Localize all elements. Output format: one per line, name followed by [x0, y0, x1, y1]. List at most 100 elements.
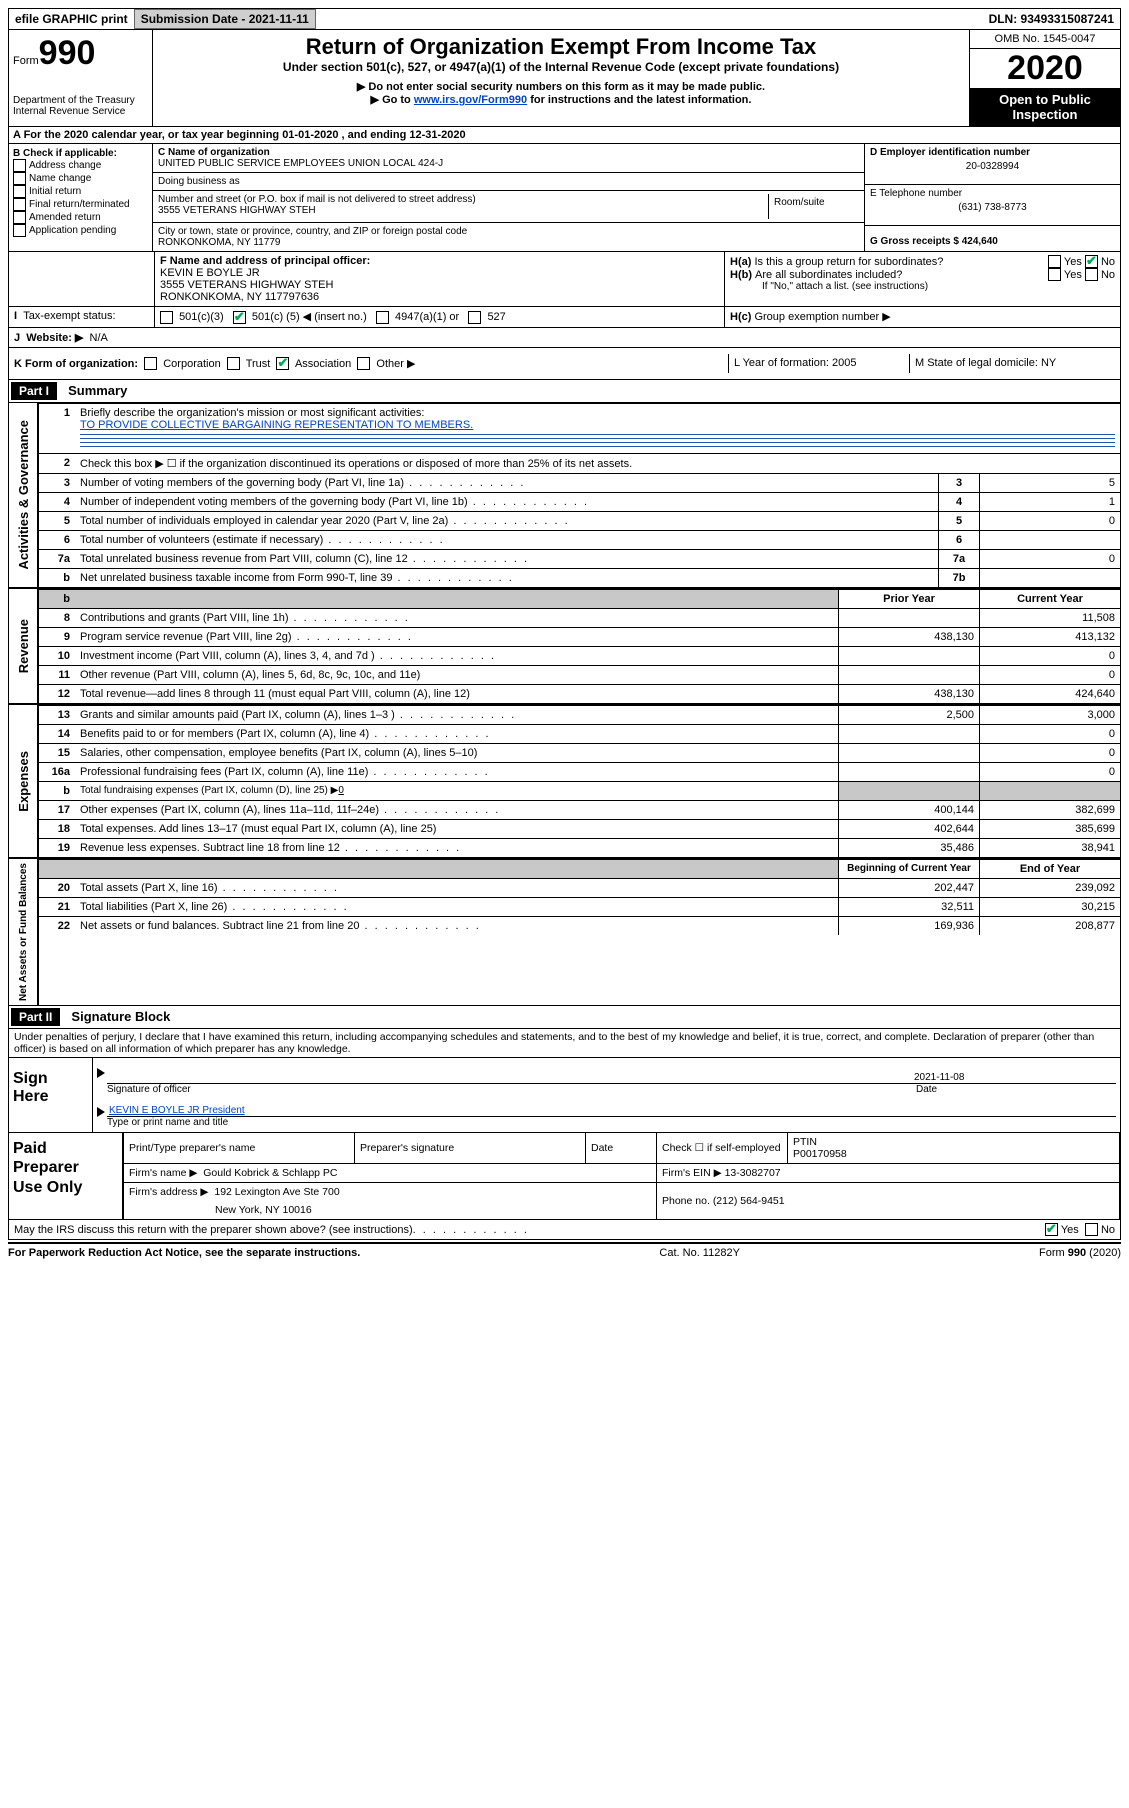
- d-label: D Employer identification number: [870, 147, 1030, 158]
- part1-badge: Part I: [11, 382, 57, 400]
- hdr-prior: Prior Year: [839, 590, 980, 609]
- part2-badge: Part II: [11, 1008, 60, 1026]
- paid-label: PaidPreparerUse Only: [9, 1133, 123, 1219]
- l7b-val: [980, 569, 1121, 588]
- date-label: Date: [916, 1084, 1116, 1095]
- b-opt-address: Address change: [13, 159, 148, 172]
- l9-desc: Program service revenue (Part VIII, line…: [75, 628, 839, 647]
- m-cell: M State of legal domicile: NY: [910, 354, 1120, 374]
- b-opt-amended: Amended return: [13, 211, 148, 224]
- chk-4947[interactable]: [376, 311, 389, 324]
- l14-desc: Benefits paid to or for members (Part IX…: [75, 725, 839, 744]
- l5-val: 0: [980, 512, 1121, 531]
- l11-desc: Other revenue (Part VIII, column (A), li…: [75, 666, 839, 685]
- l2-cell: Check this box ▶ ☐ if the organization d…: [75, 454, 1120, 474]
- chk-501c[interactable]: [233, 311, 246, 324]
- j-cell: J Website: ▶ N/A: [9, 328, 1120, 347]
- l12-desc: Total revenue—add lines 8 through 11 (mu…: [75, 685, 839, 704]
- officer-addr1: 3555 VETERANS HIGHWAY STEH: [160, 279, 333, 291]
- l9-prior: 438,130: [839, 628, 980, 647]
- e-label: E Telephone number: [870, 188, 962, 199]
- b-title: B Check if applicable:: [13, 148, 148, 159]
- l3-val: 5: [980, 474, 1121, 493]
- l8-curr: 11,508: [980, 609, 1121, 628]
- chk-ha-no[interactable]: [1085, 255, 1098, 268]
- part2-header-row: Part II Signature Block: [8, 1006, 1121, 1029]
- footer-right: Form 990 (2020): [1039, 1247, 1121, 1259]
- chk-address[interactable]: [13, 159, 26, 172]
- section-expenses: Expenses 13Grants and similar amounts pa…: [8, 705, 1121, 859]
- governance-table: 1 Briefly describe the organization's mi…: [39, 403, 1120, 587]
- arrow-icon: [97, 1068, 105, 1078]
- l7a-val: 0: [980, 550, 1121, 569]
- public-line2: Inspection: [1012, 107, 1077, 122]
- submission-date: Submission Date - 2021-11-11: [134, 9, 316, 29]
- l17-prior: 400,144: [839, 801, 980, 820]
- ptin-cell: PTINP00170958: [788, 1133, 1120, 1164]
- f-label: F Name and address of principal officer:: [160, 255, 370, 267]
- chk-hb-yes[interactable]: [1048, 268, 1061, 281]
- l6-val: [980, 531, 1121, 550]
- section-revenue: Revenue bPrior YearCurrent Year 8Contrib…: [8, 589, 1121, 705]
- chk-discuss-no[interactable]: [1085, 1223, 1098, 1236]
- l15-desc: Salaries, other compensation, employee b…: [75, 744, 839, 763]
- sign-date: 2021-11-08: [912, 1062, 1116, 1084]
- l3-desc: Number of voting members of the governin…: [75, 474, 939, 493]
- mission-link[interactable]: TO PROVIDE COLLECTIVE BARGAINING REPRESE…: [80, 419, 473, 431]
- discuss-text: May the IRS discuss this return with the…: [14, 1224, 413, 1236]
- firm-addr-cell: Firm's address ▶ 192 Lexington Ave Ste 7…: [124, 1183, 657, 1220]
- l21-beg: 32,511: [839, 898, 980, 917]
- l19-prior: 35,486: [839, 839, 980, 858]
- chk-amended[interactable]: [13, 211, 26, 224]
- l11-curr: 0: [980, 666, 1121, 685]
- note-ssn: ▶ Do not enter social security numbers o…: [157, 80, 965, 93]
- e-cell: E Telephone number (631) 738-8773: [865, 185, 1120, 226]
- l13-prior: 2,500: [839, 706, 980, 725]
- l16a-curr: 0: [980, 763, 1121, 782]
- revenue-table: bPrior YearCurrent Year 8Contributions a…: [39, 589, 1120, 703]
- chk-assoc[interactable]: [276, 357, 289, 370]
- officer-name-link[interactable]: KEVIN E BOYLE JR President: [109, 1105, 245, 1116]
- l8-desc: Contributions and grants (Part VIII, lin…: [75, 609, 839, 628]
- line-a: A For the 2020 calendar year, or tax yea…: [8, 127, 1121, 144]
- form-word: Form: [13, 55, 39, 67]
- col-deg: D Employer identification number 20-0328…: [865, 144, 1120, 251]
- footer-mid: Cat. No. 11282Y: [659, 1247, 740, 1259]
- l20-beg: 202,447: [839, 879, 980, 898]
- section-net: Net Assets or Fund Balances Beginning of…: [8, 859, 1121, 1006]
- chk-initial[interactable]: [13, 185, 26, 198]
- chk-527[interactable]: [468, 311, 481, 324]
- part1-header-row: Part I Summary: [8, 380, 1121, 403]
- chk-hb-no[interactable]: [1085, 268, 1098, 281]
- chk-ha-yes[interactable]: [1048, 255, 1061, 268]
- hdr-end: End of Year: [980, 860, 1121, 879]
- form-number: 990: [39, 34, 96, 72]
- tax-year: 2020: [970, 49, 1120, 88]
- ein-value: 20-0328994: [870, 161, 1115, 172]
- c-name-cell: C Name of organization UNITED PUBLIC SER…: [153, 144, 864, 173]
- chk-name[interactable]: [13, 172, 26, 185]
- org-name: UNITED PUBLIC SERVICE EMPLOYEES UNION LO…: [158, 158, 443, 169]
- chk-other[interactable]: [357, 357, 370, 370]
- i-opts: 501(c)(3) 501(c) (5) ◀ (insert no.) 4947…: [155, 307, 725, 327]
- paid-table: Print/Type preparer's name Preparer's si…: [123, 1133, 1120, 1219]
- irs-link[interactable]: www.irs.gov/Form990: [414, 94, 527, 106]
- firm-ein-cell: Firm's EIN ▶ 13-3082707: [657, 1164, 1120, 1183]
- l5-desc: Total number of individuals employed in …: [75, 512, 939, 531]
- part1-title: Summary: [60, 383, 127, 398]
- l6-desc: Total number of volunteers (estimate if …: [75, 531, 939, 550]
- l18-curr: 385,699: [980, 820, 1121, 839]
- ha-label: Is this a group return for subordinates?: [754, 256, 1047, 268]
- chk-discuss-yes[interactable]: [1045, 1223, 1058, 1236]
- chk-pending[interactable]: [13, 224, 26, 237]
- l21-end: 30,215: [980, 898, 1121, 917]
- b-opt-pending: Application pending: [13, 224, 148, 237]
- chk-corp[interactable]: [144, 357, 157, 370]
- chk-501c3[interactable]: [160, 311, 173, 324]
- expenses-table: 13Grants and similar amounts paid (Part …: [39, 705, 1120, 857]
- open-to-public: Open to Public Inspection: [970, 88, 1120, 126]
- street-label: Number and street (or P.O. box if mail i…: [158, 194, 476, 205]
- chk-trust[interactable]: [227, 357, 240, 370]
- l10-curr: 0: [980, 647, 1121, 666]
- chk-final[interactable]: [13, 198, 26, 211]
